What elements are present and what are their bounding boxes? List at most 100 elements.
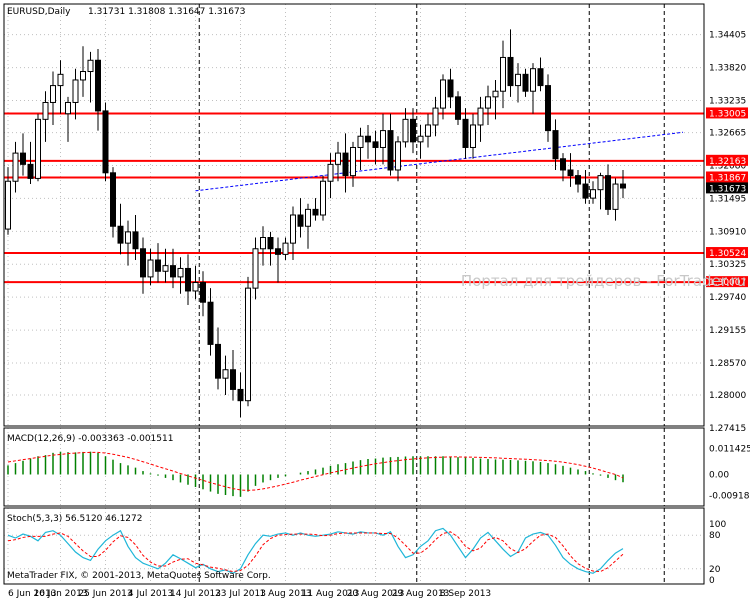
stoch-main-line: [7, 527, 624, 574]
level-label: 1.33005: [709, 109, 746, 119]
time-tick-label: 1 Aug 2013: [260, 589, 312, 599]
time-tick-label: 16 Jun 2013: [33, 589, 87, 599]
candle: [470, 113, 476, 159]
candle: [192, 265, 199, 300]
candle: [402, 108, 409, 148]
candle: [185, 254, 191, 306]
copyright-text: MetaTrader FIX, © 2001-2013, MetaQuotes …: [7, 571, 271, 581]
candle: [50, 71, 56, 125]
candle: [147, 248, 154, 286]
candle: [417, 124, 424, 159]
stoch-pane-frame: [3, 507, 705, 585]
price-tick-label: 1.29740: [709, 293, 746, 303]
level-label-bg: [706, 154, 748, 166]
candle: [245, 276, 251, 407]
candle: [507, 29, 514, 97]
time-tick-label: 6 Jun 2013: [8, 589, 56, 599]
candle: [155, 243, 161, 283]
candle: [522, 68, 529, 97]
candle: [545, 74, 551, 142]
stoch-tick-label: 80: [709, 531, 721, 541]
candle: [237, 372, 244, 418]
price-tick-label: 1.32665: [709, 129, 746, 139]
candle: [447, 68, 454, 109]
candle: [35, 113, 41, 182]
level-label: 1.30524: [709, 249, 746, 259]
candle: [87, 51, 94, 103]
candle: [395, 136, 401, 182]
level-labels: 1.33005 1.32163 1.31867 1.30524 1.30007: [706, 107, 748, 288]
macd-title: MACD(12,26,9) -0.003363 -0.001511: [7, 434, 173, 444]
trendline[interactable]: [195, 131, 684, 192]
stoch-signal-line: [7, 531, 624, 573]
stoch-tick-label: 20: [709, 565, 721, 575]
candle: [312, 198, 319, 221]
candle: [612, 178, 619, 221]
time-tick-label: 25 Jun 2013: [78, 589, 132, 599]
time-tick-label: 11 Aug 2013: [302, 589, 360, 599]
macd-indicator: [7, 451, 624, 497]
macd-signal-line: [7, 451, 624, 491]
candle: [27, 141, 34, 185]
candle: [320, 175, 326, 221]
candle: [425, 113, 431, 148]
price-tick-label: 1.33235: [709, 96, 746, 106]
candle: [335, 141, 341, 182]
period-separators: [198, 4, 665, 584]
candle: [20, 133, 26, 176]
candle: [357, 127, 364, 170]
price-tick-label: 1.29155: [709, 326, 746, 336]
price-tick-label: 1.34405: [709, 31, 746, 41]
candle: [162, 248, 169, 283]
candle: [582, 169, 589, 204]
candle: [515, 63, 521, 103]
stoch-title: Stoch(5,3,3) 56.5120 46.1272: [7, 514, 142, 524]
price-tick-label: 1.33820: [709, 64, 746, 74]
macd-pane-frame: [3, 427, 705, 507]
candle: [365, 124, 371, 159]
candle: [200, 271, 206, 317]
candle: [372, 130, 379, 165]
candle: [530, 63, 536, 114]
candle: [597, 172, 604, 210]
candle: [5, 167, 11, 235]
candle: [485, 85, 491, 125]
level-label: 1.30007: [709, 278, 746, 288]
candle: [110, 167, 116, 238]
candle: [230, 350, 236, 401]
candle: [500, 40, 506, 109]
candle: [432, 96, 439, 137]
candle: [552, 119, 559, 170]
candle: [560, 153, 566, 182]
candle: [567, 153, 574, 187]
price-tick-label: 1.32080: [709, 161, 746, 171]
level-label: 1.32163: [709, 157, 746, 167]
stochastic-indicator: [4, 527, 704, 574]
candle: [80, 46, 86, 97]
candle: [477, 96, 484, 142]
candle: [65, 96, 71, 142]
candle: [350, 141, 356, 187]
candle: [275, 237, 281, 283]
macd-tick-label: 0.011425: [709, 444, 750, 454]
current-price-value: 1.31673: [709, 184, 746, 194]
candle: [380, 113, 386, 165]
price-tick-label: 1.28570: [709, 359, 746, 369]
candle: [140, 237, 146, 294]
candle: [290, 206, 296, 261]
candle: [102, 102, 109, 182]
candle: [42, 91, 49, 142]
price-pane-frame: [3, 3, 705, 427]
level-label-bg: [706, 276, 748, 288]
candle: [327, 153, 334, 199]
level-label-bg: [706, 107, 748, 119]
stoch-tick-label: 0: [709, 576, 715, 586]
candle: [132, 215, 139, 261]
candle: [462, 108, 469, 159]
candle: [342, 133, 349, 193]
time-tick-label: 8 Sep 2013: [440, 589, 491, 599]
candle: [72, 68, 79, 120]
time-tick-label: 29 Aug 2013: [392, 589, 450, 599]
candle: [95, 49, 101, 131]
candle: [282, 237, 289, 261]
